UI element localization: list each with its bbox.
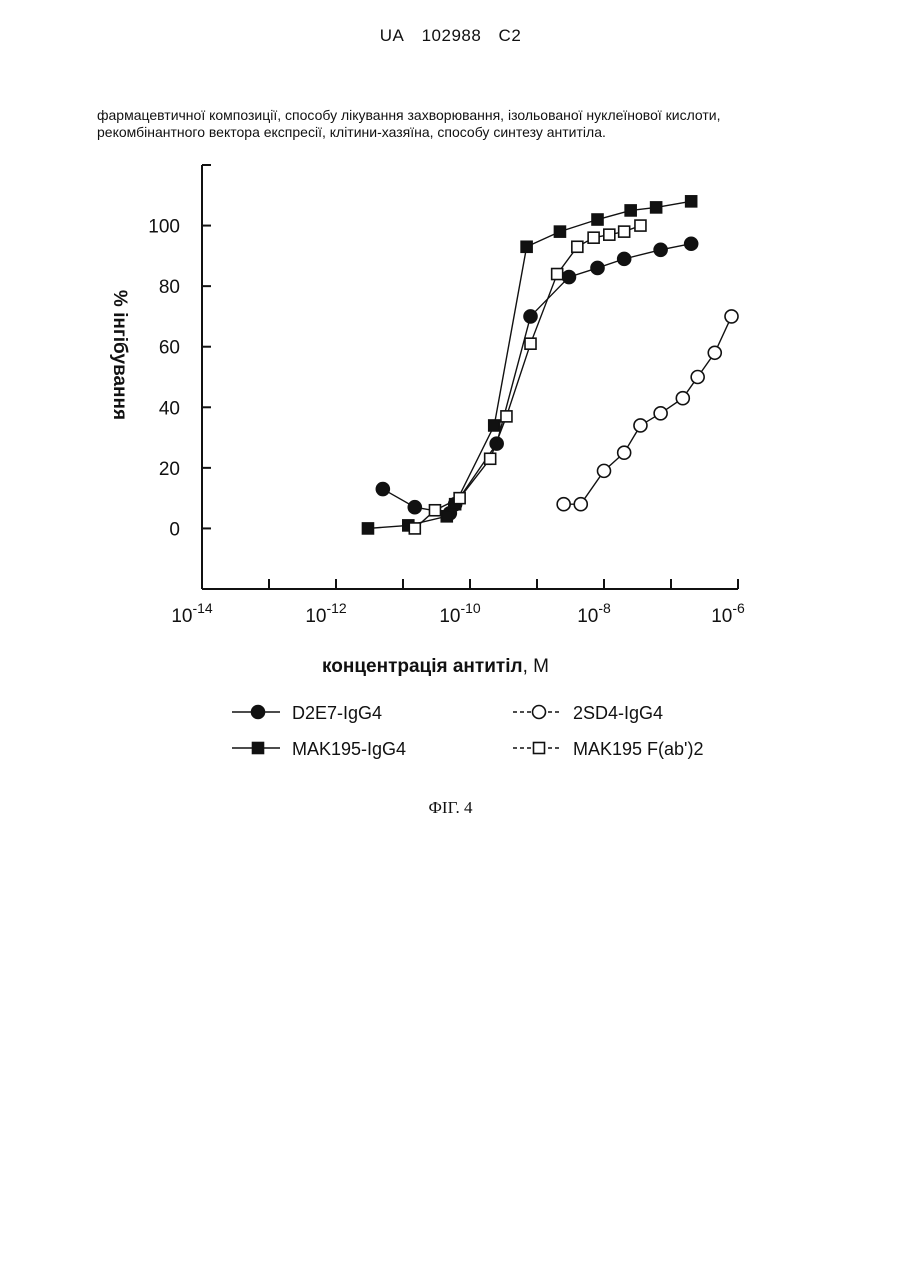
- series-3: [409, 220, 646, 534]
- data-point: [501, 411, 512, 422]
- x-axis-label-text: концентрація антитіл: [322, 656, 523, 677]
- data-point: [376, 483, 389, 496]
- y-tick-label: 80: [159, 277, 180, 298]
- series-line: [383, 244, 691, 514]
- chart-axes: [202, 165, 738, 589]
- x-tick-label: 10-8: [577, 600, 611, 627]
- data-point: [618, 252, 631, 265]
- figure-caption: ФІГ. 4: [0, 798, 901, 818]
- patent-country: UA: [380, 26, 405, 45]
- intro-paragraph: фармацевтичної композиції, способу лікув…: [97, 107, 817, 141]
- chart-legend: D2E7-IgG4 2SD4-IgG4 MAK195-IgG4 MAK195 F(ab…: [232, 703, 704, 759]
- y-tick-label: 0: [169, 519, 180, 540]
- data-point: [521, 241, 532, 252]
- x-axis-label: концентрація антитіл, М: [322, 656, 549, 677]
- y-tick-label: 20: [159, 459, 180, 480]
- y-tick-label: 60: [159, 338, 180, 359]
- data-point: [676, 392, 689, 405]
- x-tick-label: 10-10: [439, 600, 481, 627]
- patent-number: 102988: [422, 26, 482, 45]
- data-point: [552, 269, 563, 280]
- x-tick-label: 10-14: [171, 600, 213, 627]
- data-point: [625, 205, 636, 216]
- patent-header: UA 102988 C2: [0, 26, 901, 46]
- data-point: [592, 214, 603, 225]
- y-tick-label: 100: [148, 217, 180, 238]
- data-point: [485, 453, 496, 464]
- data-point: [619, 226, 630, 237]
- y-tick-label: 40: [159, 398, 180, 419]
- data-point: [686, 196, 697, 207]
- legend-marker: [252, 706, 265, 719]
- x-tick-label: 10-6: [711, 600, 745, 627]
- legend-item: D2E7-IgG4: [232, 703, 382, 723]
- data-point: [489, 420, 500, 431]
- legend-item: 2SD4-IgG4: [513, 703, 663, 723]
- data-point: [557, 498, 570, 511]
- data-point: [654, 407, 667, 420]
- data-point: [562, 271, 575, 284]
- data-point: [634, 419, 647, 432]
- chart-ticks: 0 20 40 60 80 100 10-14 10-12 10-10 10-8 10-6: [148, 165, 745, 627]
- chart-series: [362, 196, 738, 534]
- inhibition-chart: 0 20 40 60 80 100 10-14 10-12 10-10 10-8 10-6 D2E7…: [0, 140, 901, 790]
- y-axis-label: % інгібування: [109, 290, 130, 420]
- data-point: [588, 232, 599, 243]
- legend-item: MAK195-IgG4: [232, 739, 406, 759]
- x-tick-label: 10-12: [305, 600, 347, 627]
- data-point: [725, 310, 738, 323]
- data-point: [691, 371, 704, 384]
- data-point: [618, 446, 631, 459]
- data-point: [408, 501, 421, 514]
- data-point: [574, 498, 587, 511]
- data-point: [429, 505, 440, 516]
- x-axis-unit: , М: [523, 656, 549, 677]
- data-point: [654, 243, 667, 256]
- data-point: [651, 202, 662, 213]
- series-1: [362, 196, 696, 534]
- legend-label: 2SD4-IgG4: [573, 703, 663, 723]
- series-line: [564, 316, 732, 504]
- data-point: [409, 523, 420, 534]
- data-point: [554, 226, 565, 237]
- series-0: [376, 237, 697, 520]
- patent-kind: C2: [499, 26, 522, 45]
- legend-item: MAK195 F(ab')2: [513, 739, 704, 759]
- data-point: [598, 464, 611, 477]
- data-point: [635, 220, 646, 231]
- data-point: [441, 511, 452, 522]
- legend-marker: [533, 706, 546, 719]
- series-2: [557, 310, 738, 511]
- legend-marker: [534, 743, 545, 754]
- data-point: [525, 338, 536, 349]
- legend-label: MAK195 F(ab')2: [573, 739, 704, 759]
- legend-marker: [253, 743, 264, 754]
- legend-label: MAK195-IgG4: [292, 739, 406, 759]
- data-point: [604, 229, 615, 240]
- data-point: [572, 241, 583, 252]
- data-point: [524, 310, 537, 323]
- data-point: [708, 346, 721, 359]
- legend-label: D2E7-IgG4: [292, 703, 382, 723]
- series-line: [415, 226, 641, 529]
- data-point: [362, 523, 373, 534]
- data-point: [591, 261, 604, 274]
- data-point: [685, 237, 698, 250]
- data-point: [454, 493, 465, 504]
